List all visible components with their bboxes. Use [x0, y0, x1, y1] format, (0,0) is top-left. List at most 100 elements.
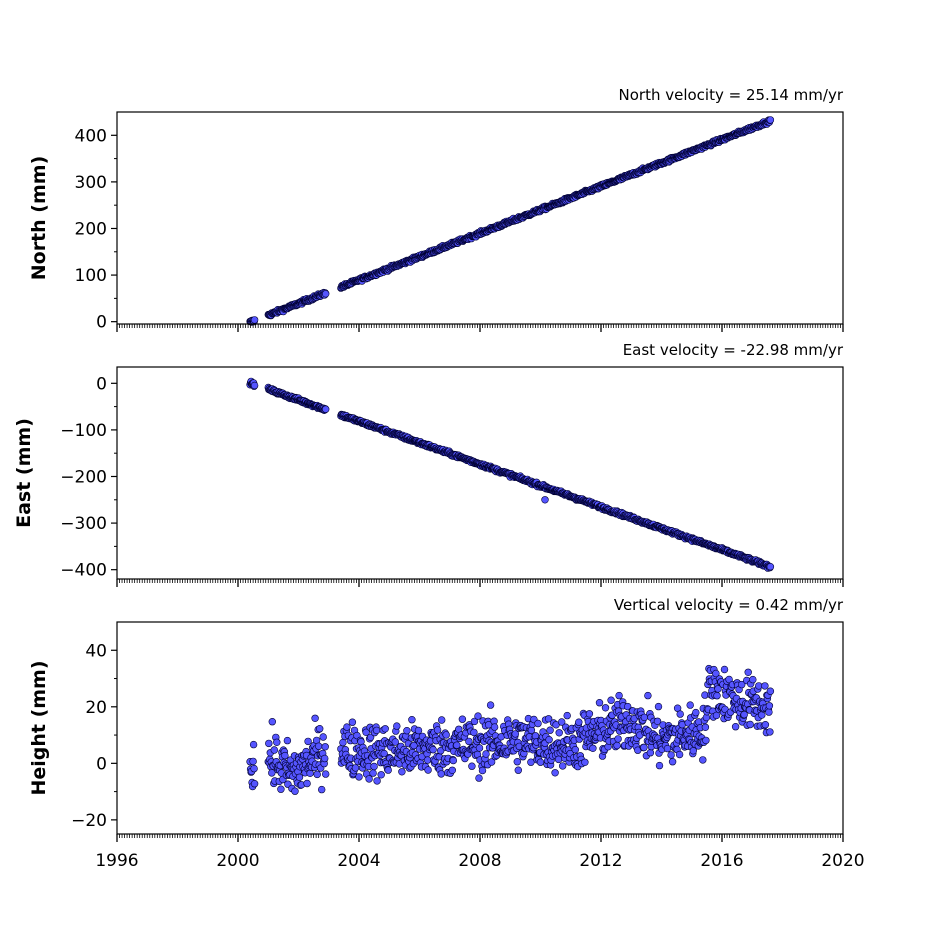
data-point	[667, 751, 675, 759]
data-point	[391, 738, 399, 746]
data-point	[250, 779, 259, 788]
data-point	[365, 775, 373, 783]
data-point	[692, 708, 700, 717]
data-point	[249, 757, 257, 766]
x-tick-label: 2012	[579, 851, 622, 871]
data-point	[403, 726, 411, 735]
data-point	[766, 687, 775, 695]
data-point	[766, 728, 774, 736]
data-point	[355, 773, 363, 781]
data-point	[571, 745, 579, 754]
data-point	[551, 769, 559, 777]
data-point	[686, 701, 694, 709]
data-point	[581, 758, 589, 766]
data-point	[408, 715, 416, 724]
data-point	[373, 777, 381, 785]
y-tick-label: 400	[75, 126, 107, 146]
height-axis-label: Height (mm)	[28, 660, 50, 795]
data-point	[475, 774, 483, 782]
data-point	[765, 702, 774, 710]
height-panel: −20 0 20 40 1996 2000 2004 2008 2012 2016 2020 Heig…	[28, 596, 865, 871]
data-point	[558, 762, 567, 770]
data-point	[744, 668, 752, 676]
data-point	[486, 701, 495, 709]
data-point	[313, 770, 321, 779]
data-point	[249, 740, 258, 749]
data-point	[273, 738, 281, 746]
north-axis-label: North (mm)	[28, 156, 50, 281]
data-point	[663, 744, 672, 753]
data-point	[749, 675, 757, 684]
data-point	[761, 720, 770, 729]
east-velocity-title: East velocity = -22.98 mm/yr	[623, 341, 844, 359]
data-point	[720, 665, 729, 674]
data-point	[449, 756, 457, 765]
data-point	[453, 741, 461, 749]
data-point	[381, 725, 389, 733]
data-point	[348, 718, 357, 726]
data-point	[322, 290, 330, 298]
data-point	[699, 756, 707, 764]
data-point	[601, 704, 610, 712]
data-point	[534, 719, 542, 728]
data-point	[766, 562, 775, 571]
data-point	[370, 762, 378, 771]
data-point	[442, 731, 450, 739]
data-point	[318, 785, 326, 794]
data-point	[268, 769, 276, 777]
data-point	[250, 764, 258, 773]
data-point	[655, 761, 664, 770]
data-point	[319, 733, 327, 741]
data-point	[675, 750, 684, 759]
data-point	[761, 682, 769, 690]
data-point	[468, 762, 476, 770]
east-points	[246, 377, 775, 572]
north-velocity-title: North velocity = 25.14 mm/yr	[619, 86, 844, 104]
data-point	[731, 722, 740, 731]
y-tick-label: 0	[96, 313, 107, 333]
data-point	[554, 755, 563, 764]
y-tick-label: 100	[75, 266, 107, 286]
data-point	[398, 768, 406, 776]
data-point	[585, 710, 594, 718]
data-point	[545, 735, 553, 744]
data-point	[315, 742, 323, 750]
y-tick-label: −20	[71, 811, 107, 831]
data-point	[527, 758, 535, 766]
data-point	[265, 739, 273, 748]
data-point	[765, 708, 773, 716]
data-point	[758, 711, 766, 719]
data-point	[433, 726, 442, 734]
data-point	[595, 698, 604, 707]
x-tick-label: 2020	[821, 851, 864, 871]
data-point	[746, 720, 754, 729]
data-point	[448, 766, 456, 774]
data-point	[613, 741, 621, 750]
y-tick-label: 40	[85, 641, 107, 661]
data-point	[322, 770, 330, 778]
data-point	[303, 779, 311, 788]
east-axes-frame	[116, 366, 844, 580]
x-tick-label: 2000	[216, 851, 259, 871]
y-tick-label: −100	[60, 421, 107, 441]
data-point	[291, 787, 299, 795]
data-point	[295, 773, 304, 781]
data-point	[458, 715, 467, 723]
data-point	[250, 316, 259, 324]
data-point	[429, 745, 437, 754]
height-points	[246, 664, 775, 795]
data-point	[713, 691, 721, 700]
data-point	[607, 696, 615, 704]
data-point	[465, 737, 473, 746]
x-tick-label: 2008	[458, 851, 501, 871]
data-point	[701, 723, 710, 731]
data-point	[414, 726, 423, 735]
y-tick-label: 20	[85, 698, 107, 718]
data-point	[369, 769, 377, 777]
data-point	[702, 736, 710, 745]
data-point	[316, 724, 324, 733]
data-point	[470, 728, 478, 737]
y-tick-label: −400	[60, 561, 107, 581]
data-point	[311, 714, 319, 722]
